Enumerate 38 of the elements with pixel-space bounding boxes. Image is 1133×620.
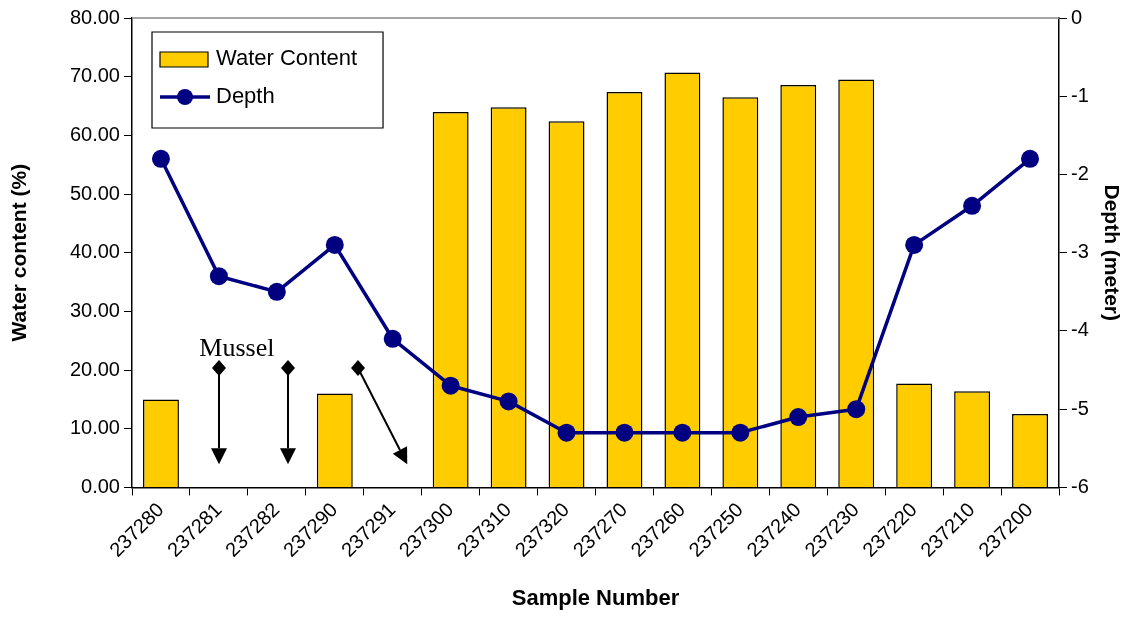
legend-label: Water Content: [216, 45, 358, 71]
point: [499, 392, 518, 411]
y2-tick-label: -2: [1071, 162, 1089, 184]
point: [441, 376, 460, 395]
y2-tick-label: -3: [1071, 240, 1089, 263]
point: [557, 423, 576, 442]
point: [673, 423, 692, 442]
y-tick-label: 0.00: [81, 474, 120, 497]
y-tick-label: 40.00: [69, 240, 120, 263]
point: [615, 423, 634, 442]
legend-label: Depth: [216, 83, 275, 109]
point: [325, 235, 344, 254]
point: [267, 282, 286, 301]
y-axis-title: Water content (%): [7, 163, 31, 342]
y2-axis-title: Depth (meter): [1100, 184, 1124, 321]
point: [151, 149, 170, 168]
annotation: Mussel: [199, 333, 275, 362]
point: [1021, 149, 1040, 168]
y2-tick-label: -4: [1071, 318, 1089, 341]
y2-tick-label: -1: [1071, 83, 1089, 106]
point: [963, 196, 982, 215]
y-tick-label: 30.00: [69, 298, 120, 321]
y-tick-label: 20.00: [69, 357, 120, 380]
y-tick-label: 10.00: [69, 416, 120, 439]
point: [209, 267, 228, 286]
y2-tick-label: -6: [1071, 474, 1089, 497]
y-tick-label: 70.00: [69, 64, 120, 87]
point: [383, 329, 402, 348]
point: [905, 235, 924, 254]
y2-tick-label: 0: [1071, 5, 1083, 28]
point: [847, 400, 866, 419]
y-tick-label: 60.00: [69, 122, 120, 145]
y-tick-label: 80.00: [69, 5, 120, 28]
y2-tick-label: -5: [1071, 396, 1089, 419]
point: [789, 408, 808, 427]
x-axis-title: Sample Number: [511, 584, 680, 610]
point: [731, 423, 750, 442]
y-tick-label: 50.00: [69, 181, 120, 204]
